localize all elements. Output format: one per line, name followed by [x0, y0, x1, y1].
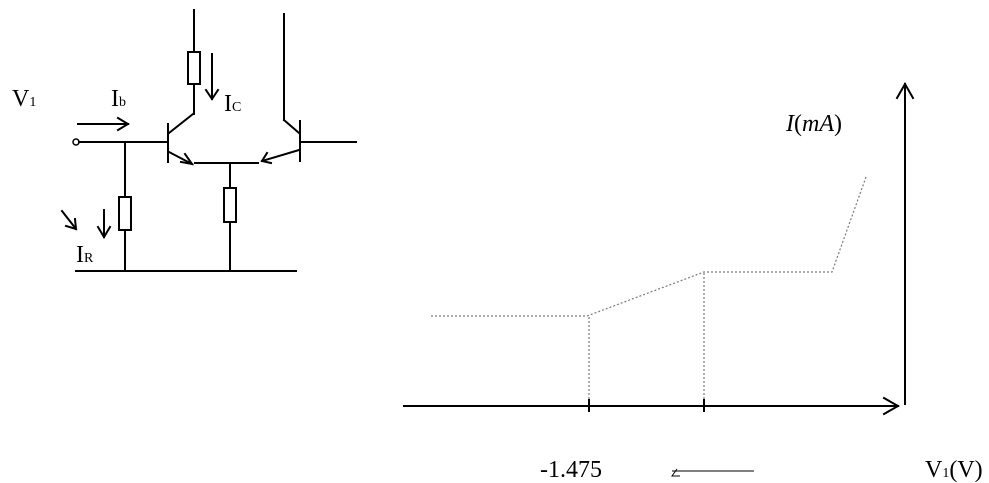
graph-axes	[403, 81, 915, 416]
resistor-current-arrows	[60, 209, 112, 239]
collector-current-label: IC	[224, 91, 242, 117]
base-current-label: Ib	[111, 86, 126, 112]
y-axis-label: I(mA)	[786, 111, 842, 137]
collector-branch	[187, 9, 201, 115]
x-axis-arrow	[882, 396, 901, 416]
base-current-arrow	[77, 116, 130, 132]
input-voltage-label: V1	[12, 86, 37, 112]
collector-current-arrow	[204, 53, 220, 101]
right-transistor	[260, 13, 357, 165]
x-axis-label: V1(V)	[925, 457, 983, 483]
annotation-arrow	[671, 468, 680, 477]
characteristic-curve	[431, 176, 867, 317]
collector-resistor	[187, 51, 201, 85]
tail-resistor	[223, 187, 237, 223]
base-resistor	[118, 196, 132, 231]
left-transistor	[167, 112, 195, 166]
tail-resistor-branch	[223, 162, 237, 271]
y-axis-arrow	[895, 81, 915, 100]
base-resistor-branch	[118, 141, 132, 271]
resistor-current-label: IR	[76, 242, 94, 268]
x-tick-value: -1.475	[540, 457, 602, 483]
